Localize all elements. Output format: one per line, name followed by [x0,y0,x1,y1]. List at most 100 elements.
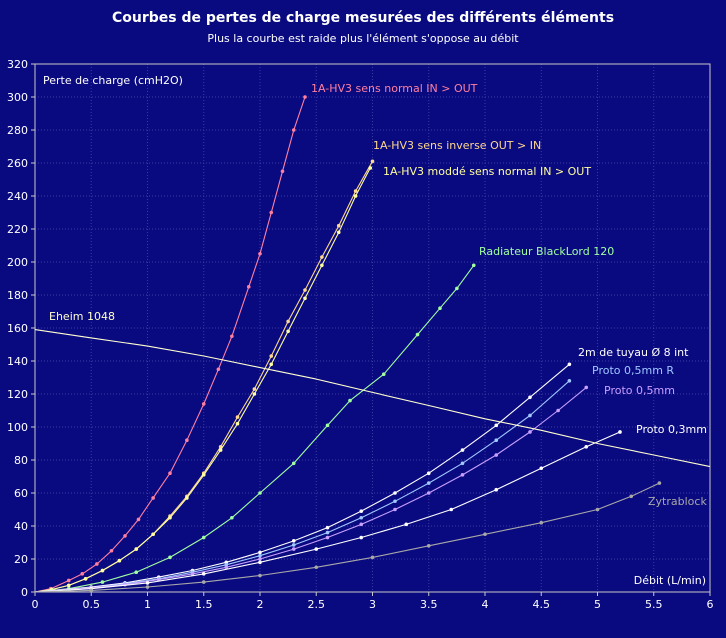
data-point [258,553,262,558]
data-point [66,583,71,588]
data-point [539,466,544,471]
x-tick-label: 5.5 [645,598,663,611]
series-2 [34,159,375,593]
data-point [218,448,223,452]
data-point [657,481,662,485]
data-point [291,539,296,543]
data-point [336,223,341,228]
data-point [336,230,341,235]
data-point [134,547,139,551]
data-point [528,413,532,418]
data-point [460,448,465,452]
data-point [539,520,544,525]
x-tick-label: 4 [482,598,489,611]
x-axis-label: Débit (L/min) [634,574,706,587]
data-point [258,491,262,495]
data-point [353,194,358,198]
x-tick-label: 0.5 [83,598,101,611]
data-point [286,319,290,324]
data-point [224,560,229,565]
data-point [280,169,285,174]
data-point [426,544,431,548]
data-point [353,189,358,193]
series-group [34,95,711,593]
data-point [201,580,206,584]
data-point [258,550,262,555]
data-point [314,565,319,570]
data-point [100,580,105,584]
data-point [483,532,487,537]
series-label: Radiateur BlackLord 120 [479,245,614,258]
series-label: Eheim 1048 [49,310,115,323]
data-point [359,515,364,520]
data-point [168,515,172,520]
series-label: 1A-HV3 sens normal IN > OUT [311,82,478,95]
data-point [66,578,71,583]
data-point [291,547,296,551]
data-point [291,461,296,466]
data-point [145,585,150,589]
x-tick-label: 6 [707,598,714,611]
data-point [117,558,122,563]
data-point [168,555,172,560]
data-point [235,415,240,419]
data-point [393,491,397,495]
data-point [556,408,560,413]
x-tick-label: 2 [257,598,264,611]
data-point [348,398,352,403]
y-tick-label: 320 [7,58,28,71]
data-point [494,487,499,492]
data-point [320,263,324,268]
series-label: Proto 0,5mm R [592,364,674,377]
data-point [95,562,99,566]
chart-subtitle: Plus la courbe est raide plus l'élément … [207,32,519,45]
series-line [34,431,621,593]
data-point [151,532,155,537]
x-tick-label: 1 [144,598,151,611]
x-tick-label: 0 [32,598,39,611]
data-point [80,572,85,576]
series-5 [34,362,572,593]
data-point [325,525,330,530]
data-point [618,430,622,434]
data-point [303,288,307,292]
data-point [151,496,155,500]
y-tick-label: 180 [7,289,28,302]
y-tick-label: 260 [7,157,28,170]
series-label: Proto 0,3mm [636,423,707,436]
data-point [494,423,499,428]
data-point [258,557,262,561]
data-point [201,473,206,477]
data-point [359,535,364,540]
data-point [359,522,364,527]
data-point [359,509,364,513]
series-line [34,482,660,593]
data-point [426,481,431,485]
y-tick-label: 240 [7,190,28,203]
data-point [426,471,431,476]
x-tick-label: 3 [369,598,376,611]
data-point [230,334,234,339]
x-tick-label: 4.5 [533,598,551,611]
data-point [584,385,589,390]
data-point [291,543,296,547]
x-tick-label: 3.5 [420,598,438,611]
series-3 [34,166,373,593]
data-point [230,515,234,520]
y-tick-label: 20 [14,553,28,566]
data-point [269,210,274,215]
series-line [34,329,711,468]
data-point [224,565,229,570]
grid [34,63,711,593]
data-point [201,402,206,406]
data-point [201,572,206,576]
data-point [258,573,262,578]
x-tick-label: 1.5 [195,598,213,611]
data-point [145,581,150,585]
series-label: Zytrablock [648,495,707,508]
series-1 [34,95,307,593]
data-point [314,547,319,551]
series-6 [34,379,572,593]
y-tick-label: 280 [7,124,28,137]
